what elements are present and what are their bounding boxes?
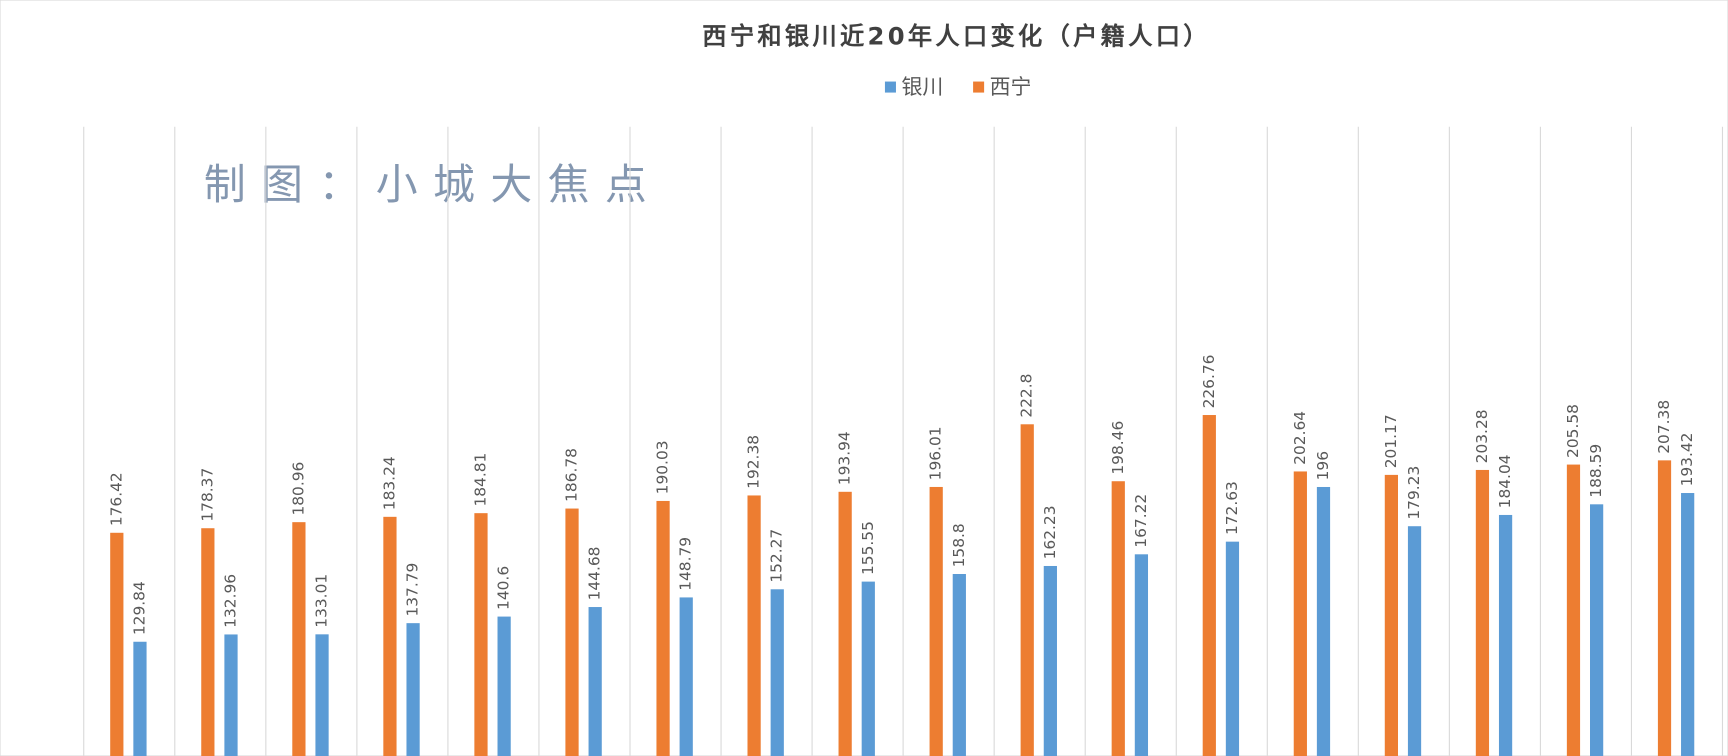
- bar: [656, 500, 670, 756]
- chart-title: 西宁和银川近20年人口变化（户籍人口）: [702, 21, 1211, 50]
- bar: [1043, 565, 1057, 756]
- data-label: 158.8: [950, 523, 968, 567]
- bar: [133, 641, 147, 756]
- data-label: 137.79: [404, 563, 422, 617]
- data-label: 155.55: [859, 521, 877, 575]
- bar: [201, 528, 215, 756]
- bar: [1566, 464, 1581, 756]
- data-label: 193.42: [1678, 432, 1696, 486]
- data-label: 172.63: [1223, 481, 1241, 535]
- bar: [406, 623, 420, 756]
- bar: [838, 491, 852, 756]
- data-label: 188.59: [1587, 444, 1605, 498]
- data-label: 186.78: [563, 448, 581, 502]
- data-label: 222.8: [1018, 374, 1036, 418]
- bar: [1681, 493, 1695, 756]
- bar: [1657, 460, 1672, 756]
- data-label: 133.01: [313, 574, 331, 628]
- bar: [588, 607, 602, 756]
- bar: [497, 616, 511, 756]
- bar: [224, 634, 238, 756]
- data-label: 180.96: [289, 462, 307, 516]
- data-label: 202.64: [1291, 411, 1309, 465]
- bar: [1293, 471, 1307, 756]
- data-label: 162.23: [1041, 505, 1059, 559]
- legend-swatch: [884, 81, 896, 93]
- data-label: 152.27: [768, 529, 786, 583]
- data-label: 132.96: [222, 574, 240, 628]
- data-label: 176.42: [107, 472, 125, 526]
- bar: [861, 581, 875, 756]
- data-label: 207.38: [1655, 400, 1673, 454]
- data-label: 144.68: [586, 547, 604, 601]
- data-label: 226.76: [1200, 354, 1218, 408]
- data-label: 198.46: [1109, 421, 1127, 475]
- data-label: 178.37: [198, 468, 216, 522]
- data-label: 193.94: [836, 431, 854, 485]
- bar: [770, 589, 784, 756]
- bar: [110, 532, 124, 756]
- bar: [383, 516, 397, 756]
- watermark: 制图：小城大焦点: [204, 160, 662, 209]
- bar: [1111, 481, 1125, 756]
- bar: [1384, 474, 1398, 756]
- bar: [565, 508, 579, 756]
- data-label: 190.03: [654, 440, 672, 494]
- bar: [747, 495, 761, 756]
- bar: [474, 513, 488, 756]
- data-label: 167.22: [1132, 494, 1150, 548]
- bar: [679, 597, 693, 756]
- bar: [1202, 415, 1216, 756]
- bar: [1475, 469, 1490, 756]
- data-label: 201.17: [1382, 414, 1400, 468]
- legend-label: 西宁: [990, 75, 1032, 99]
- bar: [315, 634, 329, 756]
- legend-swatch: [973, 81, 985, 93]
- data-label: 184.04: [1496, 454, 1514, 508]
- legend-label: 银川: [901, 75, 943, 99]
- data-label: 184.81: [471, 453, 489, 507]
- data-label: 196: [1314, 451, 1332, 480]
- data-label: 183.24: [380, 456, 398, 510]
- bar: [952, 574, 966, 756]
- bar: [1020, 424, 1034, 756]
- data-label: 179.23: [1405, 466, 1423, 520]
- bar: [1590, 504, 1604, 756]
- data-label: 192.38: [745, 435, 763, 489]
- data-label: 196.01: [927, 426, 945, 480]
- data-label: 203.28: [1473, 409, 1491, 463]
- bar: [1134, 554, 1149, 756]
- data-label: 205.58: [1564, 404, 1582, 458]
- data-label: 129.84: [130, 581, 148, 635]
- bar: [1498, 514, 1513, 756]
- data-label: 148.79: [677, 537, 695, 591]
- bar: [929, 486, 943, 756]
- bar: [1316, 486, 1331, 756]
- bar: [1225, 541, 1240, 756]
- data-label: 140.6: [495, 566, 513, 610]
- bar: [1407, 526, 1422, 756]
- bar: [292, 522, 306, 756]
